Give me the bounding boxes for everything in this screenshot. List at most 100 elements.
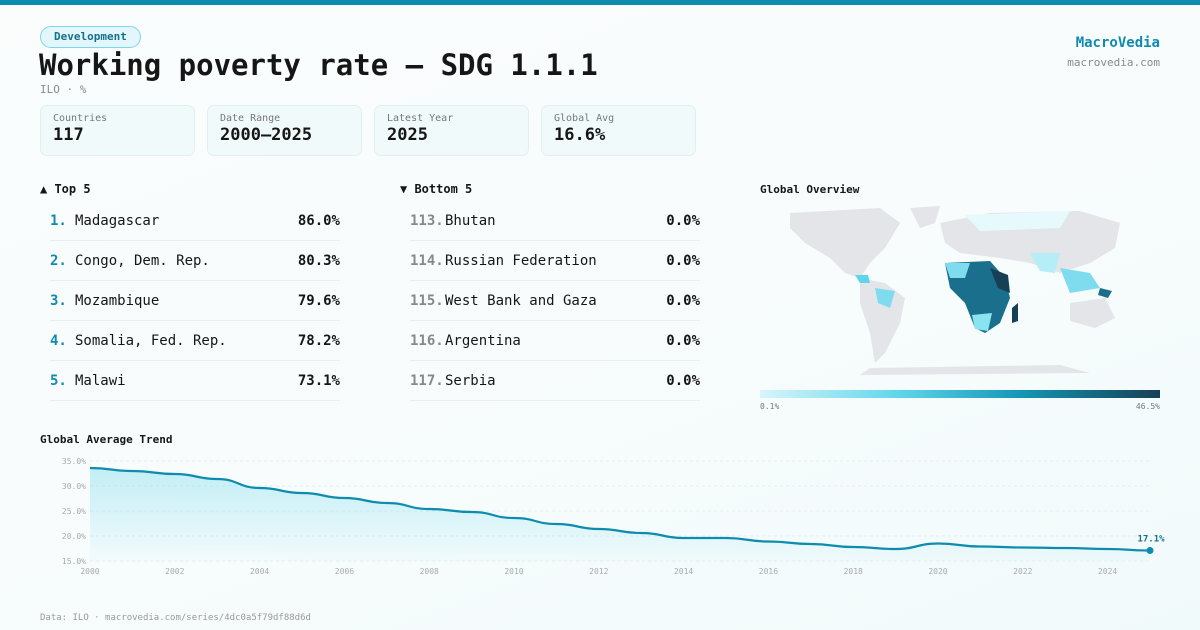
country-papua-new-guinea[interactable] bbox=[1098, 288, 1112, 298]
y-tick-label: 20.0% bbox=[62, 532, 86, 541]
y-tick-label: 30.0% bbox=[62, 482, 86, 491]
value: 0.0% bbox=[666, 252, 700, 269]
stat-value: 2025 bbox=[387, 125, 428, 145]
x-tick-label: 2020 bbox=[928, 567, 947, 576]
page-subtitle: ILO · % bbox=[40, 83, 87, 96]
category-tag[interactable]: Development bbox=[40, 26, 141, 48]
x-tick-label: 2014 bbox=[674, 567, 693, 576]
country-russia[interactable] bbox=[965, 211, 1070, 231]
value: 78.2% bbox=[297, 332, 340, 349]
stat-label: Countries bbox=[53, 113, 108, 124]
rank: 113. bbox=[410, 212, 444, 229]
legend-min: 0.1% bbox=[760, 402, 780, 411]
rank: 115. bbox=[410, 292, 444, 309]
top5-list: 1. Madagascar 86.0% 2. Congo, Dem. Rep. 80.3%… bbox=[50, 201, 340, 401]
x-tick-label: 2002 bbox=[165, 567, 184, 576]
country-name: Malawi bbox=[75, 372, 126, 389]
rank: 5. bbox=[50, 372, 67, 389]
page-title: Working poverty rate — SDG 1.1.1 bbox=[39, 48, 598, 82]
x-tick-label: 2018 bbox=[844, 567, 863, 576]
color-scale-legend bbox=[760, 390, 1160, 398]
x-tick-label: 2012 bbox=[589, 567, 608, 576]
rank: 2. bbox=[50, 252, 67, 269]
top5-heading: ▲ Top 5 bbox=[40, 182, 91, 196]
x-tick-label: 2022 bbox=[1013, 567, 1032, 576]
y-tick-label: 25.0% bbox=[62, 507, 86, 516]
stat-value: 16.6% bbox=[554, 125, 606, 145]
value: 80.3% bbox=[297, 252, 340, 269]
country-central-america[interactable] bbox=[855, 275, 870, 283]
stat-value: 2000–2025 bbox=[220, 125, 313, 145]
country-south-america[interactable] bbox=[875, 288, 895, 308]
footer-source: Data: ILO · macrovedia.com/series/4dc0a5… bbox=[40, 613, 311, 623]
rank: 3. bbox=[50, 292, 67, 309]
country-name: Argentina bbox=[445, 332, 521, 349]
stat-value: 117 bbox=[53, 125, 84, 145]
data-point bbox=[1146, 547, 1154, 554]
value: 0.0% bbox=[666, 212, 700, 229]
list-item[interactable]: 4. Somalia, Fed. Rep. 78.2% bbox=[50, 321, 340, 361]
area-fill bbox=[90, 468, 1150, 561]
x-tick-label: 2006 bbox=[335, 567, 354, 576]
trend-chart: 15.0% 20.0% 25.0% 30.0% 35.0% 2000 2002 2004 200… bbox=[62, 457, 1165, 576]
country-name: Congo, Dem. Rep. bbox=[75, 252, 210, 269]
country-southern-africa[interactable] bbox=[972, 313, 992, 331]
rank: 4. bbox=[50, 332, 67, 349]
value: 73.1% bbox=[297, 372, 340, 389]
rank: 116. bbox=[410, 332, 444, 349]
list-item[interactable]: 113. Bhutan 0.0% bbox=[410, 201, 700, 241]
y-tick-label: 35.0% bbox=[62, 457, 86, 466]
country-name: Madagascar bbox=[75, 212, 160, 229]
list-item[interactable]: 5. Malawi 73.1% bbox=[50, 361, 340, 401]
country-west-africa[interactable] bbox=[945, 263, 970, 278]
list-item[interactable]: 116. Argentina 0.0% bbox=[410, 321, 700, 361]
legend-max: 46.5% bbox=[1135, 402, 1160, 411]
value: 0.0% bbox=[666, 292, 700, 309]
country-name: Somalia, Fed. Rep. bbox=[75, 332, 227, 349]
list-item[interactable]: 115. West Bank and Gaza 0.0% bbox=[410, 281, 700, 321]
stat-label: Latest Year bbox=[387, 113, 454, 124]
top-accent-bar bbox=[0, 0, 1200, 5]
stat-card-latest-year: Latest Year 2025 bbox=[374, 105, 529, 156]
brand-url[interactable]: macrovedia.com bbox=[1067, 56, 1160, 69]
value: 86.0% bbox=[297, 212, 340, 229]
x-tick-label: 2024 bbox=[1098, 567, 1117, 576]
x-tick-label: 2010 bbox=[504, 567, 523, 576]
y-tick-label: 15.0% bbox=[62, 557, 86, 566]
country-name: Mozambique bbox=[75, 292, 160, 309]
value: 79.6% bbox=[297, 292, 340, 309]
list-item[interactable]: 114. Russian Federation 0.0% bbox=[410, 241, 700, 281]
stat-card-countries: Countries 117 bbox=[40, 105, 195, 156]
world-map[interactable] bbox=[760, 203, 1160, 383]
choropleth-countries bbox=[855, 211, 1112, 333]
stat-card-date-range: Date Range 2000–2025 bbox=[207, 105, 362, 156]
value: 0.0% bbox=[666, 372, 700, 389]
list-item[interactable]: 1. Madagascar 86.0% bbox=[50, 201, 340, 241]
rank: 117. bbox=[410, 372, 444, 389]
country-east-africa[interactable] bbox=[990, 268, 1010, 293]
map-title: Global Overview bbox=[760, 183, 860, 196]
list-item[interactable]: 2. Congo, Dem. Rep. 80.3% bbox=[50, 241, 340, 281]
country-south-asia[interactable] bbox=[1030, 253, 1060, 273]
bottom5-list: 113. Bhutan 0.0% 114. Russian Federation 0.0%… bbox=[410, 201, 700, 401]
value: 0.0% bbox=[666, 332, 700, 349]
bottom5-heading: ▼ Bottom 5 bbox=[400, 182, 473, 196]
country-southeast-asia[interactable] bbox=[1060, 268, 1100, 293]
stat-card-global-avg: Global Avg 16.6% bbox=[541, 105, 696, 156]
x-tick-label: 2016 bbox=[759, 567, 778, 576]
x-tick-label: 2008 bbox=[420, 567, 439, 576]
rank: 114. bbox=[410, 252, 444, 269]
country-madagascar[interactable] bbox=[1012, 303, 1018, 323]
country-name: Bhutan bbox=[445, 212, 496, 229]
x-tick-label: 2004 bbox=[250, 567, 269, 576]
country-africa-central[interactable] bbox=[945, 261, 1010, 333]
country-name: Russian Federation bbox=[445, 252, 597, 269]
country-name: West Bank and Gaza bbox=[445, 292, 597, 309]
country-name: Serbia bbox=[445, 372, 496, 389]
brand-logo[interactable]: MacroVedia bbox=[1075, 35, 1160, 51]
list-item[interactable]: 3. Mozambique 79.6% bbox=[50, 281, 340, 321]
stat-label: Global Avg bbox=[554, 113, 615, 124]
chart-title: Global Average Trend bbox=[40, 433, 173, 446]
list-item[interactable]: 117. Serbia 0.0% bbox=[410, 361, 700, 401]
last-value-label: 17.1% bbox=[1137, 535, 1165, 545]
